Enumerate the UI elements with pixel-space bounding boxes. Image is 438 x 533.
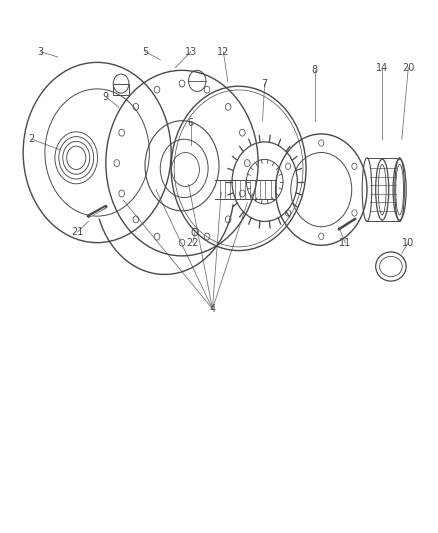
Text: 3: 3 <box>38 47 44 56</box>
Text: 2: 2 <box>29 134 35 144</box>
Text: 9: 9 <box>103 92 109 102</box>
Text: 22: 22 <box>187 238 199 248</box>
Text: 4: 4 <box>209 304 215 314</box>
Bar <box>113 84 129 95</box>
Text: 7: 7 <box>261 78 268 88</box>
Text: 13: 13 <box>184 47 197 56</box>
Text: 21: 21 <box>71 227 84 237</box>
Text: 14: 14 <box>376 63 389 72</box>
Text: 6: 6 <box>187 118 194 128</box>
Text: 8: 8 <box>312 66 318 75</box>
Text: 12: 12 <box>217 47 230 56</box>
Text: 11: 11 <box>339 238 351 248</box>
Text: 10: 10 <box>402 238 414 248</box>
Text: 5: 5 <box>142 47 148 56</box>
Text: 20: 20 <box>402 63 414 72</box>
